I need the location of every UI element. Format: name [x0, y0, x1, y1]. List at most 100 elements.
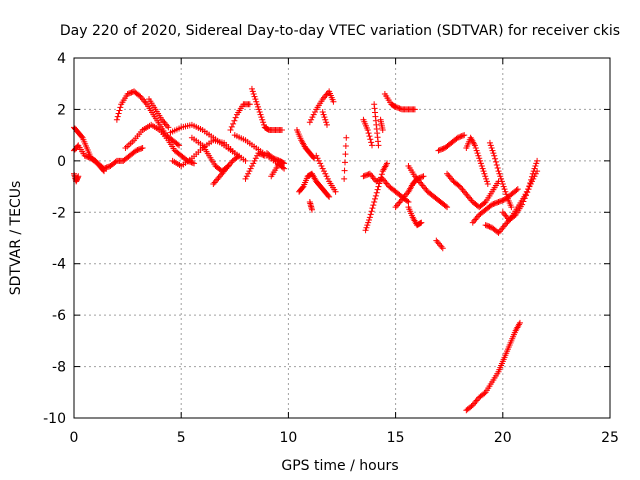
- data-points-layer: [71, 85, 541, 414]
- data-point: [491, 152, 498, 159]
- data-point: [477, 160, 484, 167]
- data-point: [231, 150, 238, 157]
- data-point: [392, 103, 399, 110]
- data-point: [495, 168, 502, 175]
- data-point: [251, 157, 258, 164]
- data-point: [259, 151, 266, 158]
- data-point: [529, 170, 536, 177]
- data-point: [454, 134, 461, 141]
- grid-layer: [74, 58, 610, 418]
- data-point: [439, 245, 446, 252]
- data-point: [474, 150, 481, 157]
- data-point: [274, 163, 281, 169]
- data-point: [379, 127, 386, 133]
- data-point: [313, 152, 320, 159]
- data-point: [376, 180, 383, 187]
- data-point: [242, 175, 249, 182]
- data-point: [281, 160, 288, 167]
- data-point: [492, 155, 499, 162]
- data-point: [461, 132, 468, 139]
- data-point: [520, 198, 527, 205]
- data-point: [246, 101, 253, 108]
- x-tick-label: 20: [494, 430, 512, 446]
- data-point: [483, 175, 490, 182]
- data-point: [458, 133, 465, 140]
- data-point: [501, 186, 508, 193]
- data-point: [371, 199, 378, 205]
- data-point: [245, 170, 252, 177]
- data-point: [487, 142, 494, 149]
- data-point: [489, 201, 496, 208]
- data-point: [480, 168, 487, 175]
- data-point: [103, 164, 110, 171]
- data-point: [500, 183, 507, 190]
- data-point: [514, 186, 521, 193]
- x-tick-label: 0: [70, 430, 79, 446]
- data-point: [372, 195, 379, 202]
- data-point: [494, 199, 501, 206]
- data-point: [486, 139, 493, 146]
- data-point: [438, 146, 445, 153]
- data-point: [369, 142, 376, 149]
- data-point: [251, 93, 258, 100]
- data-point: [342, 151, 349, 158]
- data-point: [363, 172, 370, 179]
- data-point: [494, 228, 501, 235]
- data-point: [373, 178, 380, 185]
- data-point: [252, 96, 259, 103]
- data-point: [459, 132, 466, 139]
- data-point: [481, 200, 488, 207]
- data-point: [411, 106, 418, 113]
- data-point: [324, 175, 331, 182]
- data-point: [274, 156, 281, 163]
- data-point: [524, 189, 531, 196]
- x-tick-label: 10: [279, 430, 297, 446]
- data-point: [243, 173, 250, 180]
- y-tick-label: -2: [52, 205, 66, 221]
- data-point: [404, 197, 411, 204]
- data-point: [513, 187, 520, 194]
- data-point: [260, 152, 267, 159]
- data-point: [405, 199, 412, 205]
- data-point: [317, 160, 324, 167]
- data-point: [365, 171, 372, 178]
- data-point: [322, 116, 329, 123]
- data-point: [503, 191, 510, 198]
- data-point: [314, 155, 321, 162]
- data-point: [418, 219, 425, 226]
- data-point: [499, 197, 506, 204]
- data-point: [455, 182, 462, 189]
- data-point: [278, 127, 285, 133]
- data-point: [417, 220, 424, 227]
- data-point: [494, 165, 501, 172]
- data-point: [396, 105, 403, 112]
- data-point: [257, 151, 264, 158]
- x-tick-label: 15: [387, 430, 405, 446]
- data-point: [378, 174, 385, 181]
- data-point: [323, 173, 330, 180]
- data-point: [372, 192, 379, 199]
- data-point: [311, 109, 318, 115]
- data-point: [247, 165, 254, 172]
- data-point: [366, 133, 373, 140]
- data-point: [341, 175, 348, 182]
- data-point: [165, 124, 172, 131]
- data-point: [138, 145, 145, 152]
- data-point: [242, 157, 249, 164]
- data-point: [481, 390, 488, 397]
- data-point: [417, 174, 424, 181]
- data-point: [528, 173, 535, 180]
- data-point: [232, 114, 239, 121]
- data-point: [258, 114, 265, 121]
- data-point: [342, 159, 349, 166]
- x-tick-label: 25: [601, 430, 619, 446]
- data-point: [308, 116, 315, 123]
- data-point: [534, 157, 541, 164]
- data-point: [476, 155, 483, 162]
- data-point: [318, 163, 325, 169]
- data-point: [320, 111, 327, 118]
- data-point: [530, 168, 537, 175]
- data-point: [366, 217, 373, 223]
- data-point: [231, 117, 238, 124]
